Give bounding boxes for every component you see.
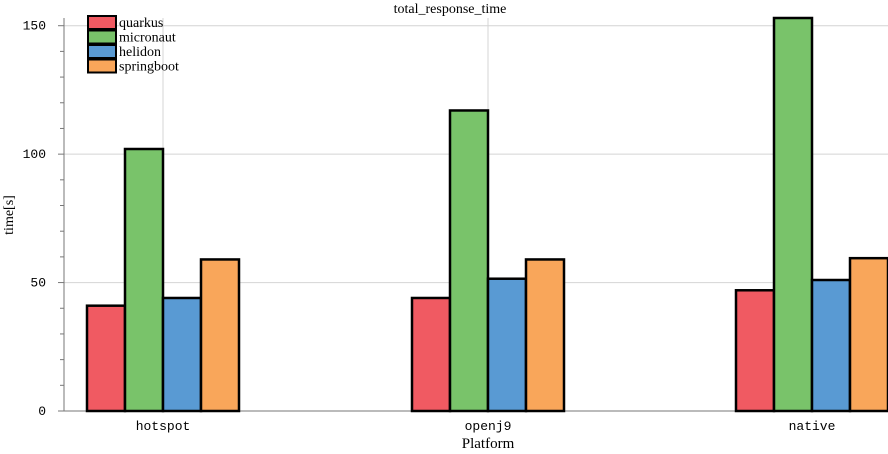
y-tick-label-2: 100	[23, 147, 46, 162]
tick-labels: 0 50 100 150 hotspot openj9 native	[23, 19, 836, 434]
y-axis-label: time[s]	[2, 195, 17, 235]
legend-swatch-helidon	[87, 44, 117, 59]
bar-springboot-native	[848, 256, 888, 413]
y-tick-label-1: 50	[30, 276, 46, 291]
x-tick-label-hotspot: hotspot	[136, 419, 191, 434]
bar-quarkus-hotspot	[85, 304, 127, 413]
bar-helidon-native	[810, 278, 852, 413]
bar-helidon-hotspot	[161, 296, 203, 413]
bar-quarkus-openj9	[410, 296, 452, 413]
bar-micronaut-hotspot	[123, 147, 165, 413]
bar-helidon-openj9	[486, 277, 528, 413]
x-tick-label-openj9: openj9	[465, 419, 512, 434]
legend-swatch-quarkus	[87, 15, 117, 30]
bar-springboot-hotspot	[199, 258, 241, 413]
bar-micronaut-openj9	[448, 109, 490, 413]
chart-title: total_response_time	[394, 2, 507, 17]
legend-label-micronaut: micronaut	[119, 31, 176, 46]
x-tick-label-native: native	[789, 419, 836, 434]
x-axis-label: Platform	[462, 436, 515, 452]
y-tick-label-3: 150	[23, 19, 46, 34]
bar-quarkus-native	[734, 289, 776, 413]
y-tick-label-0: 0	[38, 404, 46, 419]
legend-label-quarkus: quarkus	[119, 16, 163, 31]
bars	[85, 16, 888, 413]
legend-label-helidon: helidon	[119, 45, 161, 60]
bar-springboot-openj9	[524, 258, 566, 413]
bar-micronaut-native	[772, 16, 814, 413]
legend-swatch-micronaut	[87, 29, 117, 45]
legend-swatch-springboot	[87, 58, 117, 74]
legend-label-springboot: springboot	[119, 60, 179, 75]
